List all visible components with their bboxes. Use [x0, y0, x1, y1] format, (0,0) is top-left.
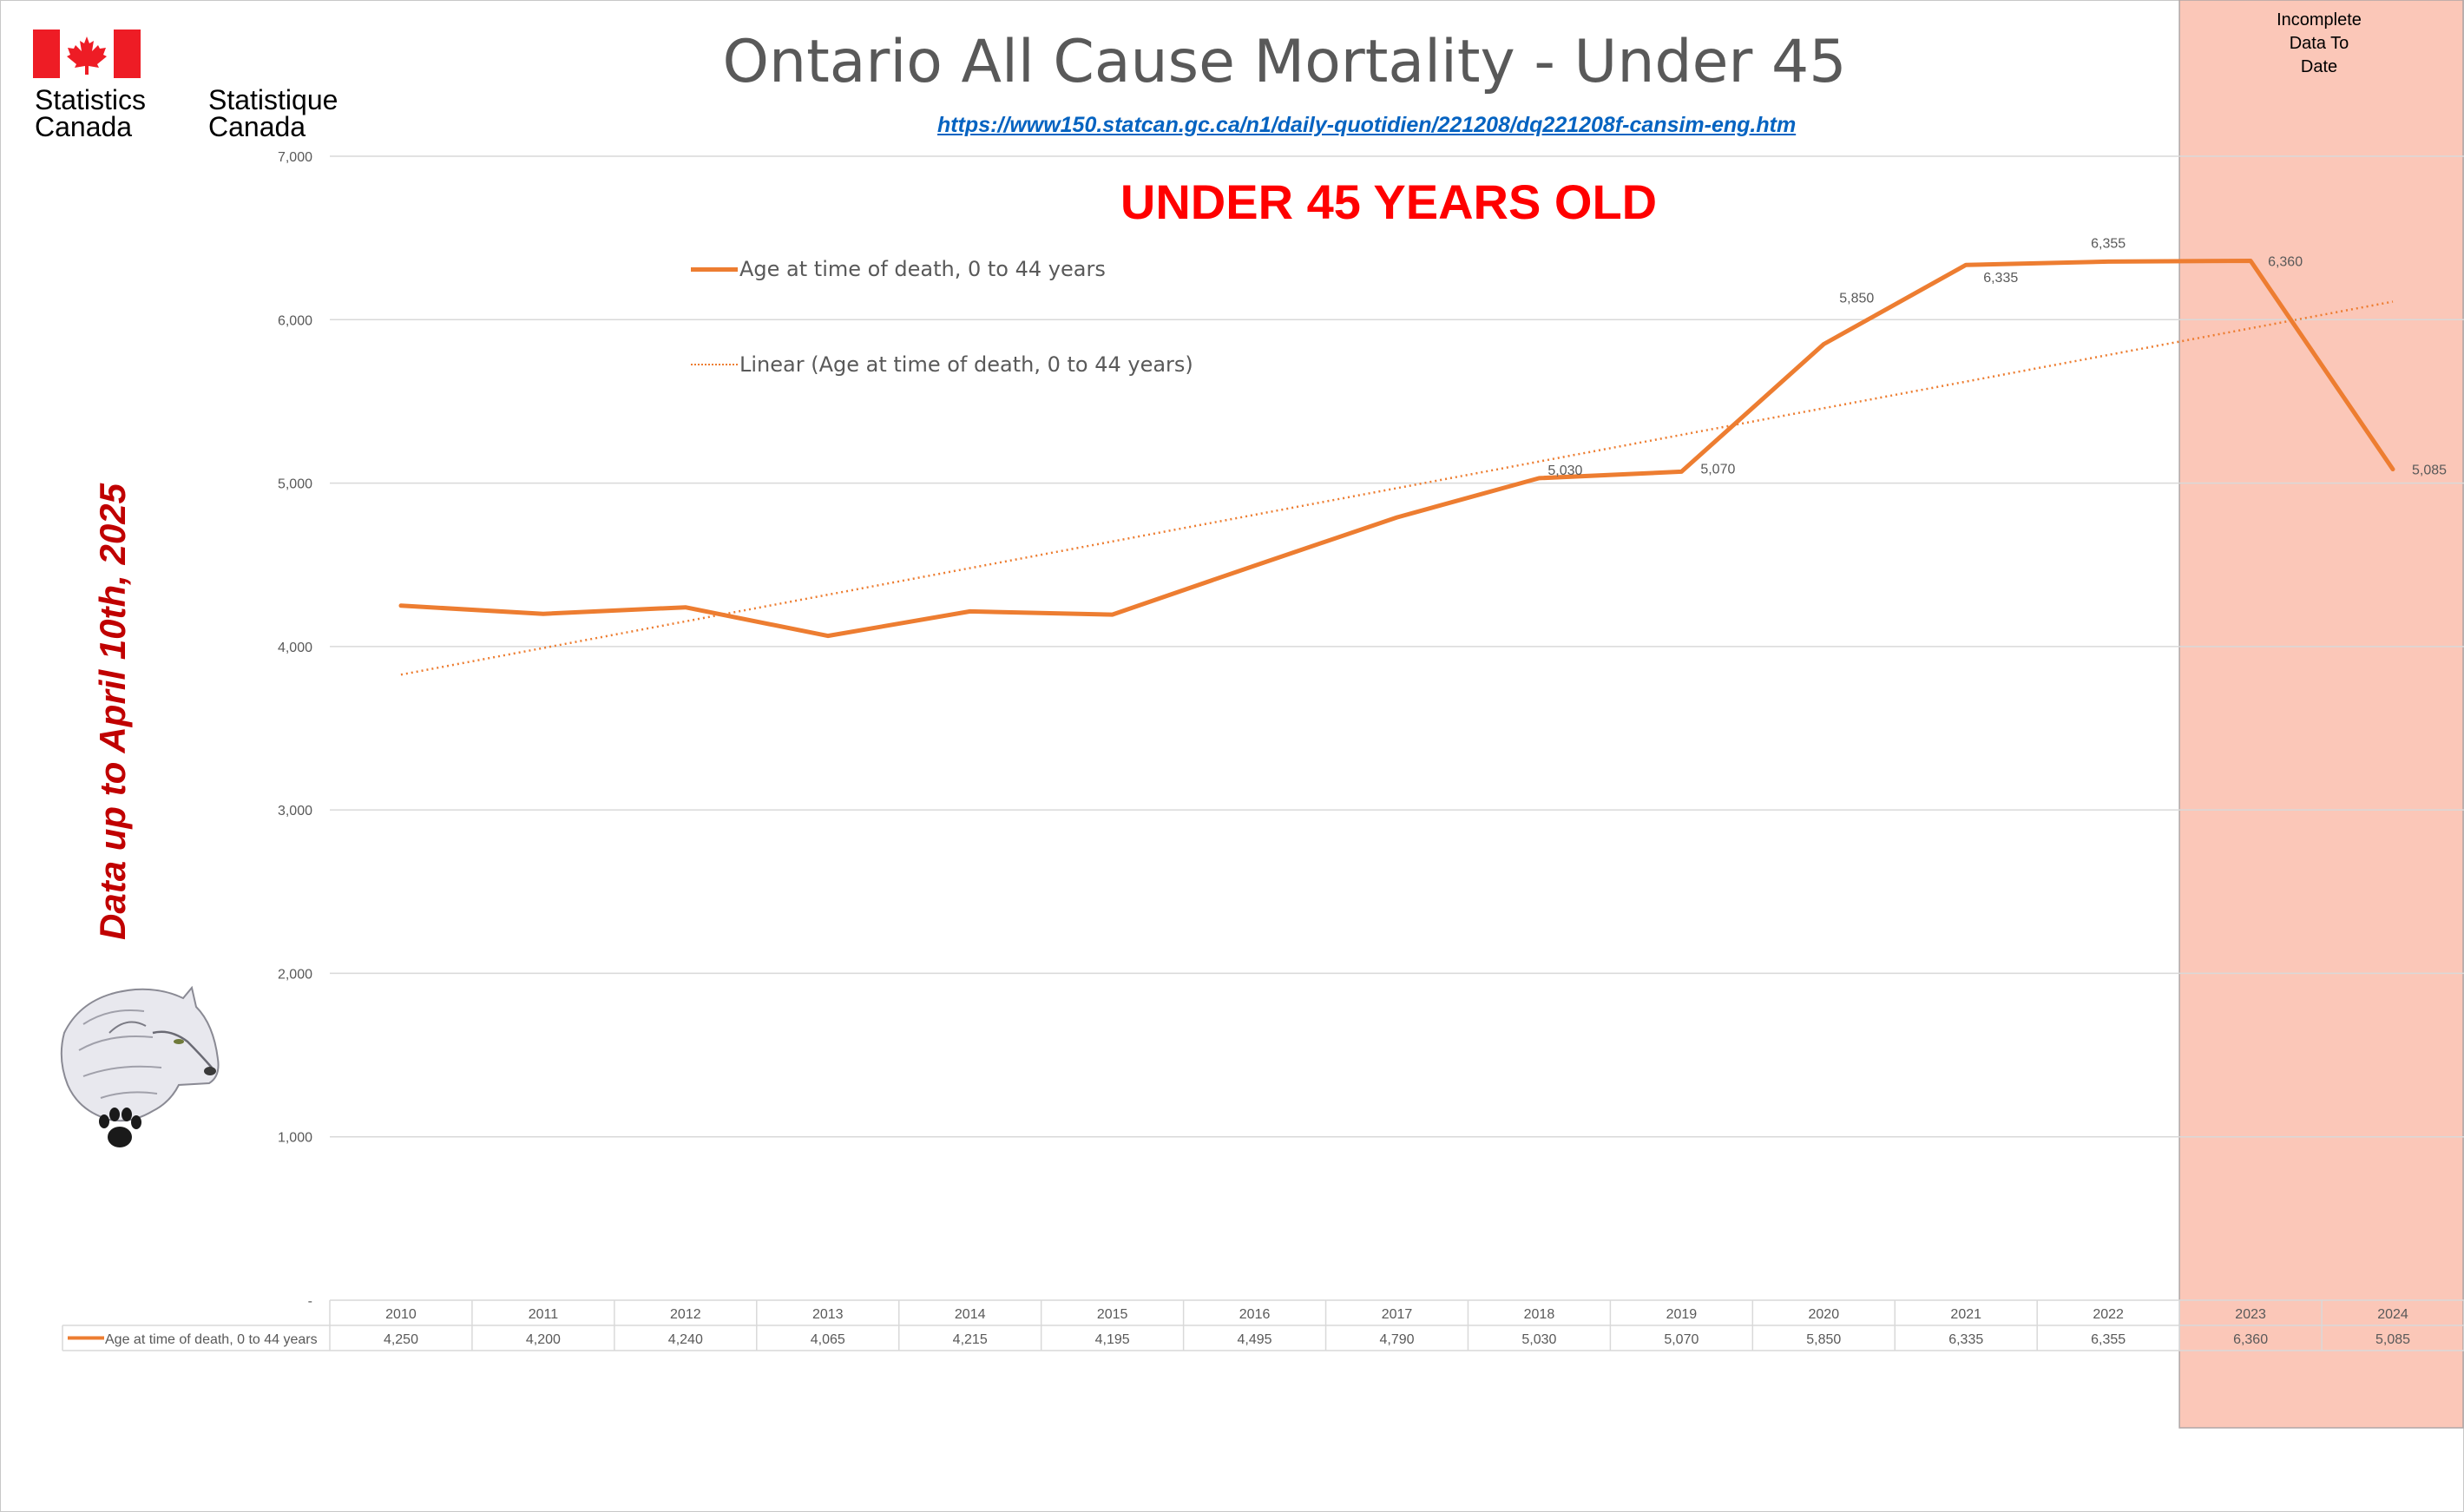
- table-header-year: 2023: [2235, 1307, 2266, 1322]
- table-cell-value: 5,085: [2375, 1332, 2410, 1347]
- data-label: 5,030: [1547, 463, 1582, 478]
- y-tick-label: 2,000: [278, 967, 312, 982]
- data-label: 5,850: [1839, 292, 1874, 306]
- table-header-year: 2018: [1524, 1307, 1555, 1322]
- legend-trendline-label: Linear (Age at time of death, 0 to 44 ye…: [739, 352, 1193, 377]
- table-header-year: 2013: [812, 1307, 844, 1322]
- y-tick-label: -: [308, 1294, 312, 1309]
- y-tick-label: 4,000: [278, 641, 312, 655]
- table-cell-value: 5,030: [1521, 1332, 1556, 1347]
- y-tick-label: 6,000: [278, 313, 312, 328]
- y-tick-label: 1,000: [278, 1131, 312, 1146]
- legend-series-label: Age at time of death, 0 to 44 years: [739, 257, 1106, 281]
- table-cell-value: 4,495: [1238, 1332, 1272, 1347]
- table-cell-value: 5,070: [1664, 1332, 1699, 1347]
- y-tick-label: 7,000: [278, 150, 312, 165]
- table-header-year: 2019: [1666, 1307, 1698, 1322]
- incomplete-data-region: [2178, 0, 2464, 1429]
- table-cell-value: 4,215: [953, 1332, 988, 1347]
- legend-trendline: Linear (Age at time of death, 0 to 44 ye…: [691, 352, 1193, 377]
- shade-note-line-3: Date: [2300, 57, 2338, 76]
- table-header-year: 2010: [385, 1307, 417, 1322]
- y-tick-label: 3,000: [278, 804, 312, 818]
- table-header-year: 2014: [955, 1307, 986, 1322]
- series-line-age-0-44: [398, 259, 2395, 639]
- logo-en-line1: Statistics: [35, 84, 147, 115]
- table-header-year: 2012: [670, 1307, 701, 1322]
- statcan-logo-french: Statistique Canada: [208, 84, 338, 142]
- table-cell-value: 4,065: [811, 1332, 845, 1347]
- data-date-note: Data up to April 10th, 2025: [92, 483, 133, 940]
- table-cell-value: 6,335: [1948, 1332, 1983, 1347]
- data-label: 6,355: [2091, 236, 2126, 251]
- data-label: 5,085: [2412, 463, 2447, 478]
- table-cell-value: 4,240: [668, 1332, 703, 1347]
- linear-trendline: [400, 300, 2394, 676]
- chart-subtitle: UNDER 45 YEARS OLD: [1120, 174, 1658, 229]
- data-label: 5,070: [1700, 462, 1735, 477]
- shade-note-line-2: Data To: [2289, 34, 2349, 53]
- table-cell-value: 5,850: [1806, 1332, 1841, 1347]
- y-tick-label: 5,000: [278, 477, 312, 492]
- table-header-year: 2024: [2377, 1307, 2408, 1322]
- incomplete-data-note: Incomplete Data To Date: [2176, 9, 2462, 79]
- table-cell-value: 4,195: [1095, 1332, 1130, 1347]
- table-cell-value: 6,355: [2091, 1332, 2126, 1347]
- statcan-logo-english: Statistics Canada: [35, 84, 147, 142]
- table-header-year: 2020: [1809, 1307, 1840, 1322]
- table-header-year: 2015: [1097, 1307, 1128, 1322]
- wolf-logo-icon: [60, 985, 220, 1147]
- logo-fr-line2: Canada: [208, 111, 306, 142]
- table-series-label: Age at time of death, 0 to 44 years: [105, 1332, 318, 1347]
- chart-title: Ontario All Cause Mortality - Under 45: [722, 28, 1847, 96]
- legend-trendline-swatch: [691, 364, 738, 365]
- table-cell-value: 4,250: [384, 1332, 418, 1347]
- table-header-year: 2021: [1950, 1307, 1981, 1322]
- source-link[interactable]: https://www150.statcan.gc.ca/n1/daily-qu…: [937, 113, 1797, 137]
- data-label: 6,360: [2268, 255, 2303, 270]
- table-header-year: 2017: [1382, 1307, 1413, 1322]
- shade-note-line-1: Incomplete: [2277, 10, 2362, 30]
- table-header-year: 2016: [1239, 1307, 1271, 1322]
- legend-series: Age at time of death, 0 to 44 years: [691, 257, 1106, 281]
- logo-fr-line1: Statistique: [208, 84, 338, 115]
- table-cell-value: 4,790: [1379, 1332, 1414, 1347]
- table-cell-value: 4,200: [526, 1332, 561, 1347]
- table-cell-value: 6,360: [2233, 1332, 2268, 1347]
- table-header-year: 2011: [529, 1307, 559, 1322]
- table-header-year: 2022: [2093, 1307, 2124, 1322]
- canada-flag-icon: [33, 30, 141, 78]
- legend-series-swatch: [691, 266, 738, 272]
- data-label: 6,335: [1983, 271, 2018, 286]
- logo-en-line2: Canada: [35, 111, 133, 142]
